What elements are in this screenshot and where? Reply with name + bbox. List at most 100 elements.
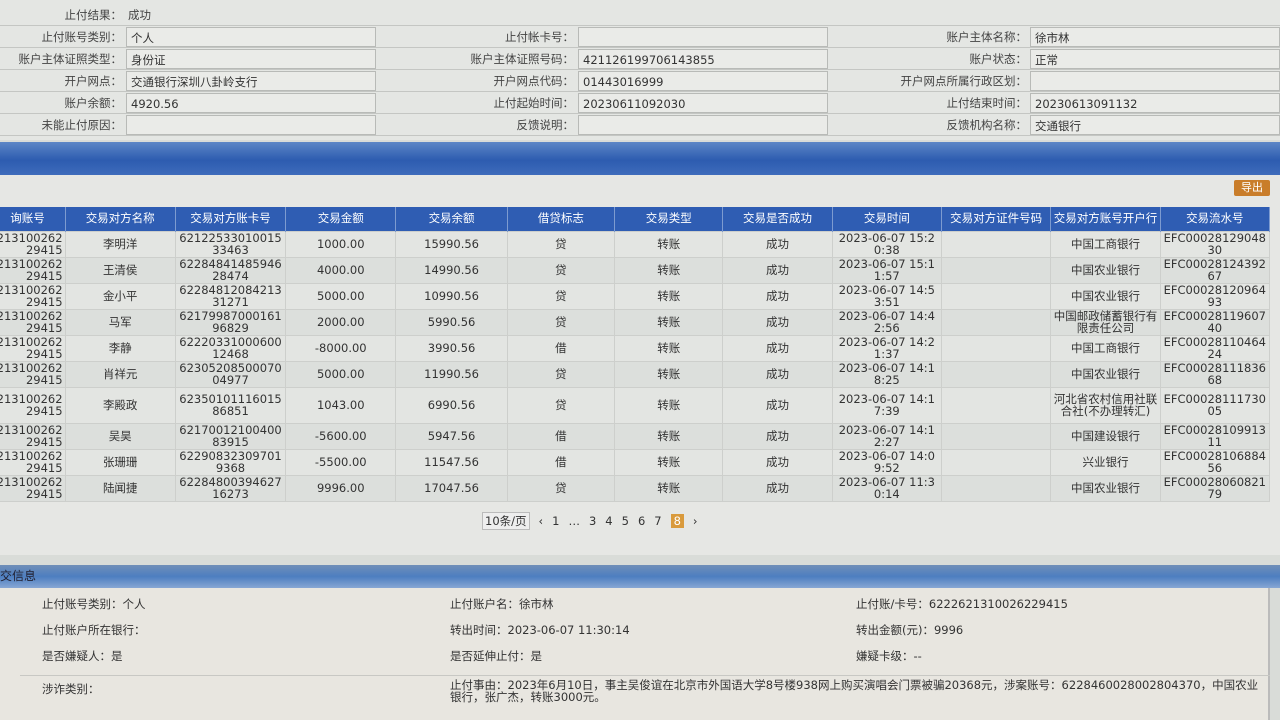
- column-header[interactable]: 交易余额: [395, 207, 508, 231]
- table-cell: 中国农业银行: [1050, 474, 1161, 502]
- info-item: 是否嫌疑人：是: [42, 649, 123, 663]
- column-header[interactable]: 交易对方证件号码: [941, 207, 1052, 231]
- table-cell: 9996.00: [285, 474, 397, 502]
- column-header[interactable]: 交易类型: [614, 207, 724, 231]
- table-row[interactable]: 213100262 29415 马军 6217998700016196829 2000…: [0, 308, 1271, 336]
- column-header[interactable]: 询账号: [0, 207, 66, 231]
- table-cell: 转账: [614, 474, 724, 502]
- next-page-icon[interactable]: ›: [692, 514, 698, 528]
- export-button[interactable]: 导出: [1234, 180, 1270, 196]
- fraud-category: 涉诈类别：: [42, 682, 100, 696]
- column-header[interactable]: 交易金额: [285, 207, 397, 231]
- table-cell: 成功: [722, 334, 833, 362]
- table-cell: 213100262 29415: [0, 386, 66, 424]
- table-cell: 213100262 29415: [0, 422, 66, 450]
- table-cell: 3990.56: [395, 334, 508, 362]
- table-cell: 张珊珊: [64, 448, 176, 476]
- table-cell: 吴昊: [64, 422, 176, 450]
- table-row[interactable]: 213100262 29415 李殿政 6235010111601586851 104…: [0, 386, 1271, 424]
- page-link[interactable]: 5: [621, 514, 629, 528]
- table-row[interactable]: 213100262 29415 李明洋 6212253301001533463 100…: [0, 230, 1271, 258]
- field-label: 账户状态：: [969, 52, 1028, 66]
- column-header[interactable]: 交易对方账号开户行: [1050, 207, 1161, 231]
- table-cell: 转账: [614, 256, 724, 284]
- stop-payment-info: 止付账号类别：个人 止付账户名：徐市林 止付账/卡号：622262131002622…: [0, 588, 1270, 720]
- field-value: 20230613091132: [1030, 93, 1280, 113]
- field-value: 徐市林: [1030, 27, 1280, 47]
- table-cell: 5000.00: [285, 360, 397, 388]
- table-cell: [940, 256, 1052, 284]
- table-row[interactable]: 213100262 29415 吴昊 6217001210040083915 -560…: [0, 422, 1271, 450]
- table-cell: 转账: [614, 386, 724, 424]
- field-label: 账户主体证照号码：: [470, 52, 575, 66]
- table-cell: EFC0002811046424: [1159, 334, 1271, 362]
- table-cell: 借: [506, 422, 616, 450]
- table-cell: 中国工商银行: [1050, 230, 1161, 258]
- table-cell: 11547.56: [395, 448, 508, 476]
- prev-page-icon[interactable]: ‹: [538, 514, 544, 528]
- page-link[interactable]: 7: [654, 514, 662, 528]
- table-cell: 贷: [506, 308, 616, 336]
- field-label: 开户网点：: [64, 74, 123, 88]
- table-cell: [940, 360, 1052, 388]
- column-header[interactable]: 交易流水号: [1160, 207, 1271, 231]
- table-cell: 213100262 29415: [0, 308, 66, 336]
- page-link[interactable]: 3: [588, 514, 597, 528]
- table-cell: 李殿政: [64, 386, 176, 424]
- field-value: 交通银行深圳八卦岭支行: [126, 71, 376, 91]
- page-link[interactable]: 1: [552, 514, 560, 528]
- column-header[interactable]: 交易对方名称: [65, 207, 176, 231]
- table-cell: 2023-06-07 14:09:52: [831, 448, 943, 476]
- table-cell: [940, 230, 1052, 258]
- table-cell: [940, 386, 1052, 424]
- table-cell: 李静: [64, 334, 176, 362]
- divider: [20, 675, 1270, 676]
- field-value: 交通银行: [1030, 115, 1280, 135]
- column-header[interactable]: 借贷标志: [507, 207, 616, 231]
- table-row[interactable]: 213100262 29415 李静 6222033100060012468 -800…: [0, 334, 1271, 362]
- section2-title: 交信息: [0, 569, 37, 583]
- table-cell: 1043.00: [285, 386, 397, 424]
- field-label: 止付结束时间：: [946, 96, 1028, 110]
- page-size-select[interactable]: 10条/页: [482, 512, 530, 530]
- column-header[interactable]: 交易时间: [832, 207, 943, 231]
- table-cell: 2023-06-07 14:17:39: [831, 386, 943, 424]
- info-row: 账户主体证照类型： 身份证 账户主体证照号码： 421126199706143855 账…: [0, 48, 1280, 70]
- page-link[interactable]: 8: [670, 514, 684, 528]
- table-row[interactable]: 213100262 29415 张珊珊 622908323097019368 -550…: [0, 448, 1271, 476]
- column-header[interactable]: 交易是否成功: [722, 207, 833, 231]
- table-cell: 6228481208421331271: [174, 282, 287, 310]
- page-link[interactable]: 4: [605, 514, 613, 528]
- page-link[interactable]: …: [568, 514, 580, 528]
- field-value: 4920.56: [126, 93, 376, 113]
- table-cell: 成功: [722, 308, 833, 336]
- table-row[interactable]: 213100262 29415 金小平 6228481208421331271 500…: [0, 282, 1271, 310]
- table-cell: 5000.00: [285, 282, 397, 310]
- column-header[interactable]: 交易对方账卡号: [175, 207, 287, 231]
- page-link[interactable]: 6: [637, 514, 646, 528]
- field-value: [126, 115, 376, 135]
- info-item: 转出金额(元)：9996: [856, 623, 964, 637]
- table-cell: 陆闻捷: [64, 474, 176, 502]
- table-row[interactable]: 213100262 29415 陆闻捷 6228480039462716273 999…: [0, 474, 1271, 502]
- field-label: 止付结果：: [64, 8, 123, 22]
- field-label: 止付起始时间：: [493, 96, 575, 110]
- table-cell: 11990.56: [395, 360, 508, 388]
- table-cell: 成功: [722, 360, 833, 388]
- info-row: 止付账号类别： 个人 止付帐卡号： 账户主体名称： 徐市林: [0, 26, 1280, 48]
- field-label: 开户网点代码：: [493, 74, 575, 88]
- table-cell: 2023-06-07 14:53:51: [831, 282, 943, 310]
- table-cell: [940, 334, 1052, 362]
- section2-header: 交信息: [0, 565, 1280, 588]
- table-row[interactable]: 213100262 29415 王清侯 6228484148594628474 400…: [0, 256, 1271, 284]
- field-value: [578, 27, 828, 47]
- field-value: [1030, 71, 1280, 91]
- table-cell: 成功: [722, 422, 833, 450]
- table-cell: -5600.00: [285, 422, 397, 450]
- info-row-result: 止付结果： 成功: [0, 4, 1280, 26]
- table-cell: -5500.00: [285, 448, 397, 476]
- table-row[interactable]: 213100262 29415 肖祥元 6230520850007004977 500…: [0, 360, 1271, 388]
- table-cell: 213100262 29415: [0, 230, 66, 258]
- table-cell: EFC0002810688456: [1159, 448, 1271, 476]
- table-cell: 10990.56: [395, 282, 508, 310]
